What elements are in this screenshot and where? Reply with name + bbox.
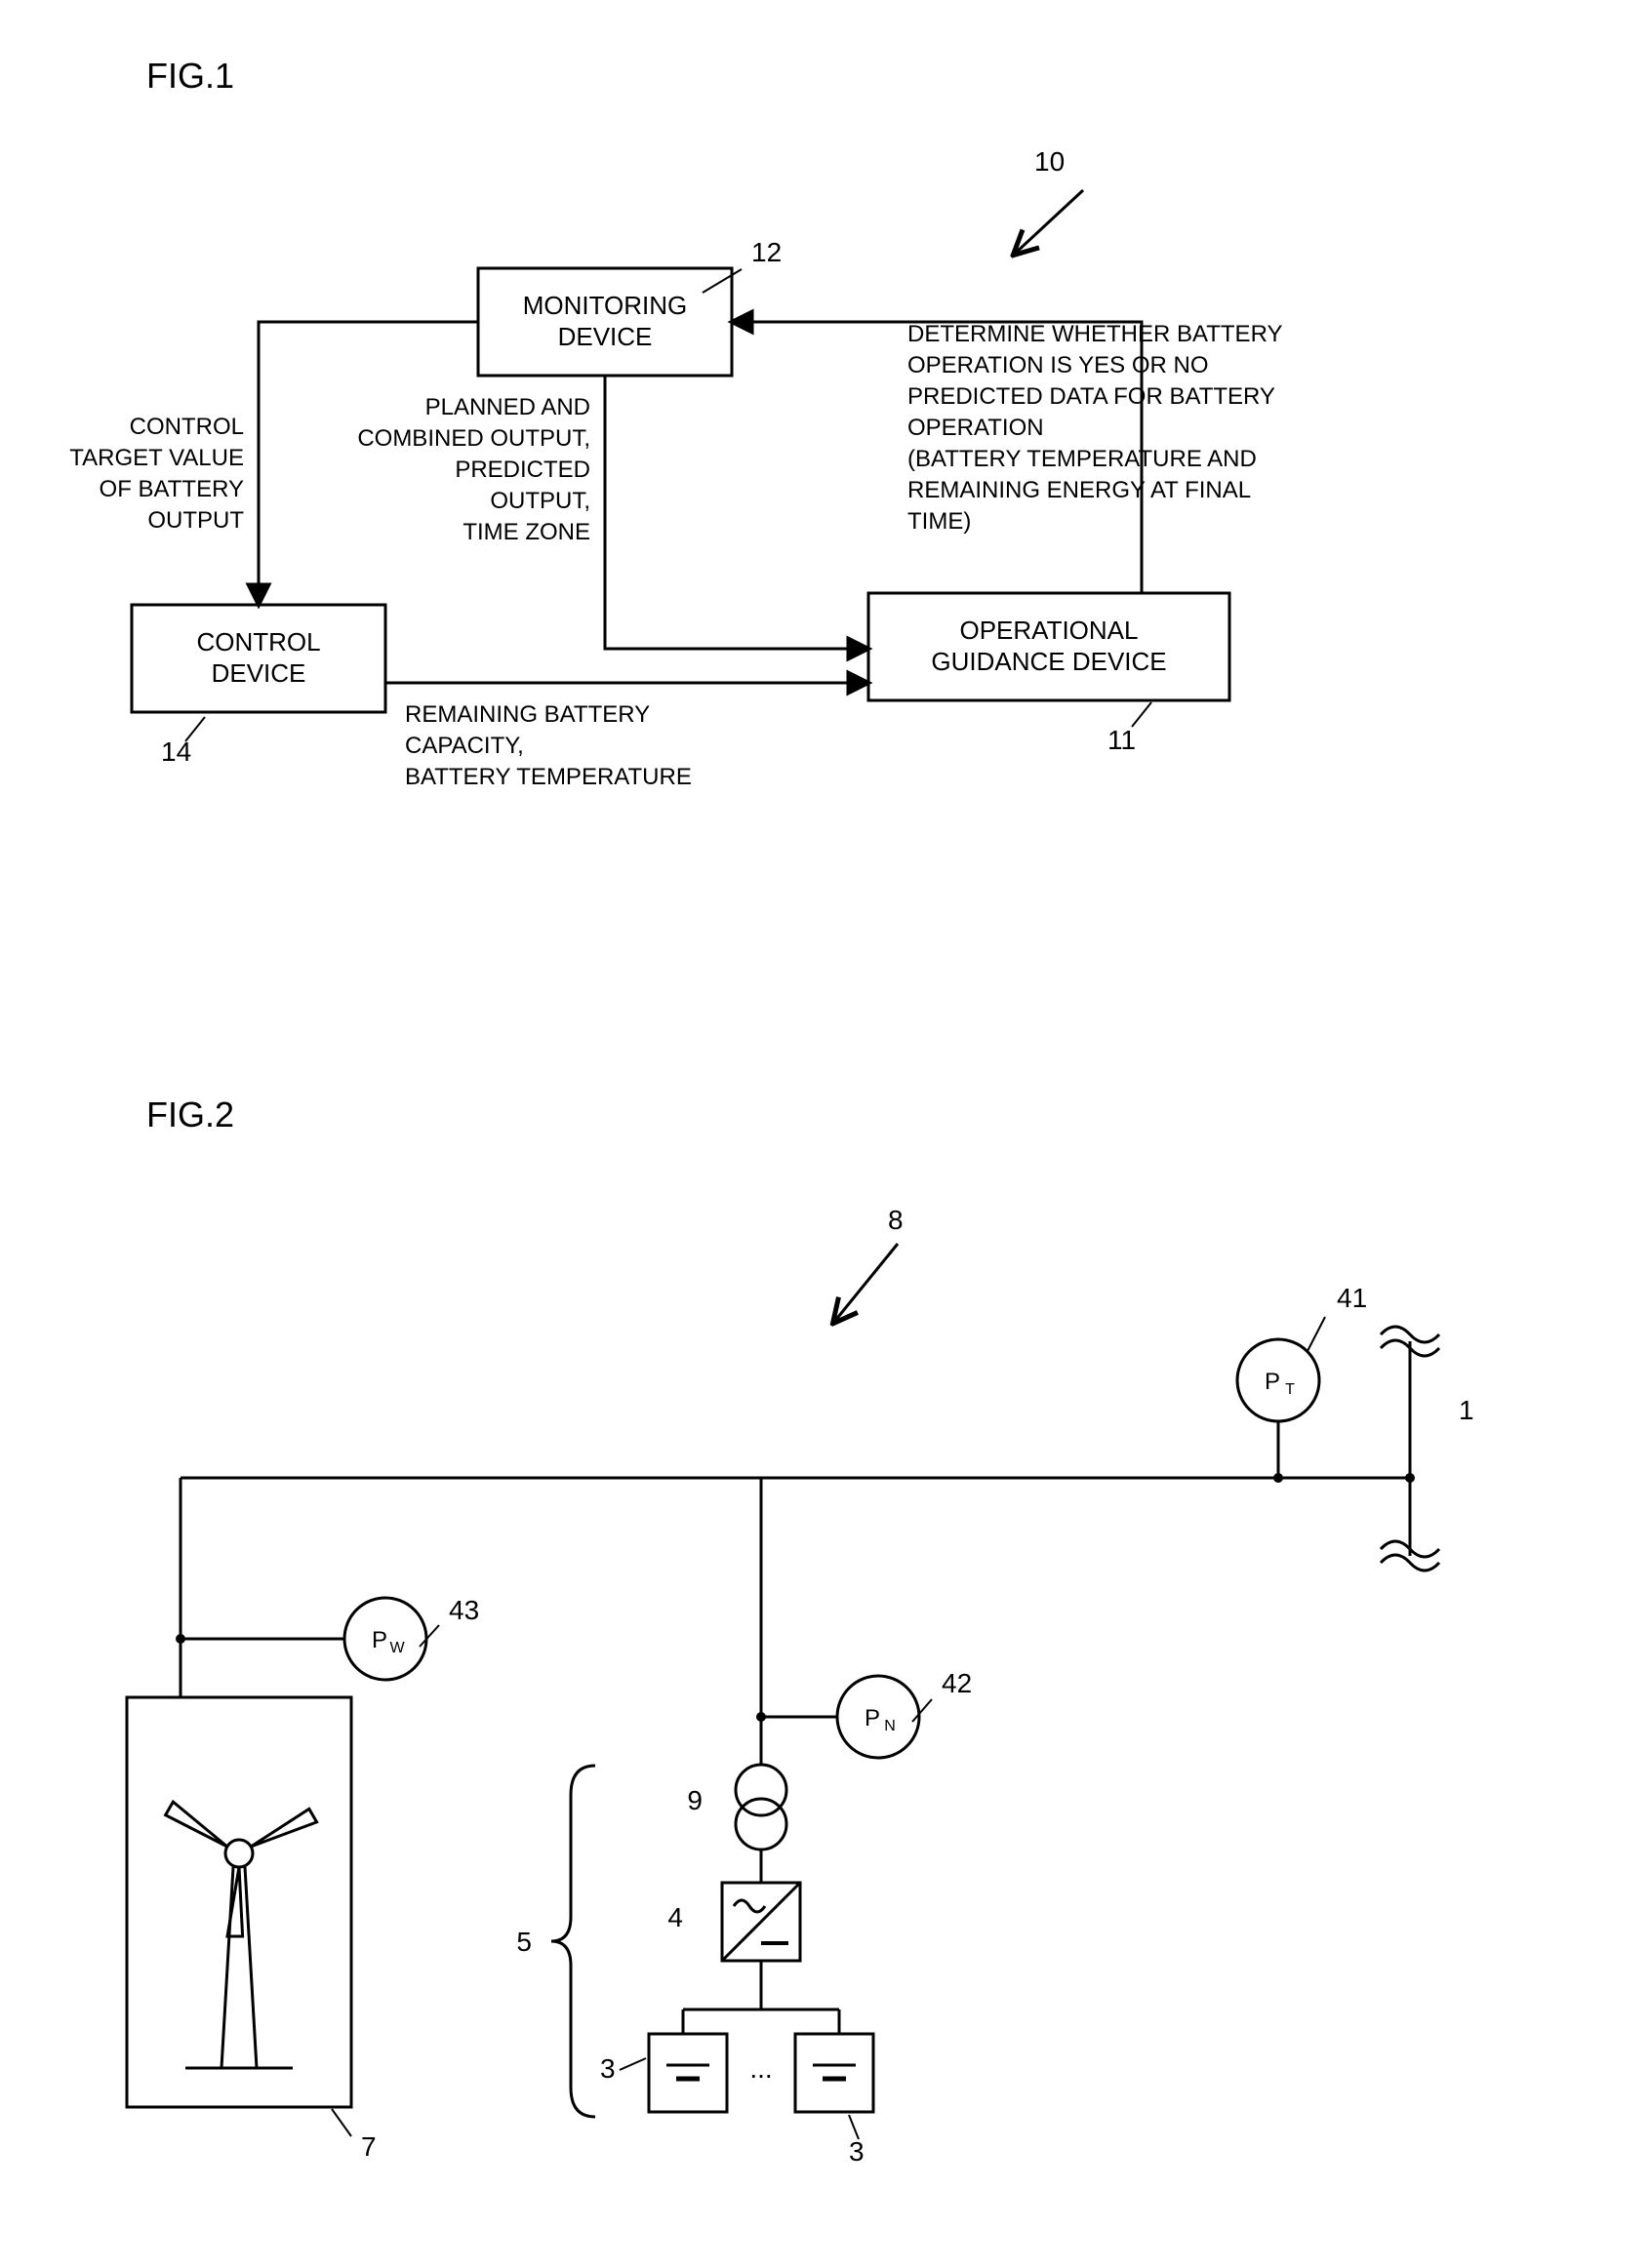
svg-text:T: T xyxy=(1285,1381,1295,1398)
control-device-box: CONTROLDEVICE 14 xyxy=(132,605,385,767)
svg-text:P: P xyxy=(865,1705,880,1731)
svg-text:N: N xyxy=(884,1718,896,1734)
fig2-title: FIG.2 xyxy=(146,1094,234,1134)
grid-connection: 1 xyxy=(1381,1327,1474,1571)
svg-text:11: 11 xyxy=(1107,725,1136,755)
ref-8-arrow xyxy=(834,1244,898,1322)
label-remaining: REMAINING BATTERYCAPACITY,BATTERY TEMPER… xyxy=(405,701,692,790)
brace-5: 5 xyxy=(516,1766,595,2117)
svg-text:3: 3 xyxy=(600,2053,616,2084)
svg-text:41: 41 xyxy=(1337,1283,1367,1313)
transformer-icon: 9 xyxy=(687,1717,786,1883)
wind-generator-box: 7 xyxy=(127,1697,377,2162)
meter-pn: PN 42 xyxy=(761,1668,972,1758)
inverter-icon: 4 xyxy=(667,1883,800,2009)
ref-10: 10 xyxy=(1034,146,1065,177)
svg-text:9: 9 xyxy=(687,1785,703,1815)
meter-pt: PT 41 xyxy=(1237,1283,1367,1478)
svg-text:7: 7 xyxy=(361,2131,377,2162)
battery-ellipsis: ... xyxy=(749,2053,772,2084)
fig1-title: FIG.1 xyxy=(146,56,234,96)
label-determine: DETERMINE WHETHER BATTERYOPERATION IS YE… xyxy=(907,321,1282,535)
svg-text:3: 3 xyxy=(849,2136,865,2167)
monitoring-device-box: MONITORINGDEVICE 12 xyxy=(478,237,782,376)
svg-text:43: 43 xyxy=(449,1595,479,1625)
svg-text:5: 5 xyxy=(516,1927,532,1957)
svg-text:OPERATIONALGUIDANCE DEVICE: OPERATIONALGUIDANCE DEVICE xyxy=(931,616,1166,676)
operational-guidance-box: OPERATIONALGUIDANCE DEVICE 11 xyxy=(868,593,1229,755)
label-planned: PLANNED ANDCOMBINED OUTPUT,PREDICTEDOUTP… xyxy=(357,394,590,545)
arrow-mon-to-guid xyxy=(605,376,868,649)
ref-8: 8 xyxy=(888,1205,904,1235)
arrow-mon-to-ctrl xyxy=(259,322,478,605)
svg-text:W: W xyxy=(389,1640,405,1656)
svg-text:MONITORINGDEVICE: MONITORINGDEVICE xyxy=(523,291,688,351)
battery-right: 3 xyxy=(795,2009,873,2167)
meter-pw: PW 43 xyxy=(181,1595,479,1680)
svg-text:12: 12 xyxy=(751,237,782,267)
label-control-target: CONTROLTARGET VALUEOF BATTERYOUTPUT xyxy=(69,414,244,534)
ref-10-arrow xyxy=(1015,190,1083,254)
svg-text:P: P xyxy=(372,1627,387,1653)
svg-text:42: 42 xyxy=(942,1668,972,1698)
svg-text:4: 4 xyxy=(667,1902,683,1932)
svg-text:1: 1 xyxy=(1459,1395,1474,1425)
svg-text:CONTROLDEVICE: CONTROLDEVICE xyxy=(196,627,320,688)
battery-left: 3 xyxy=(600,2009,727,2112)
svg-text:P: P xyxy=(1265,1369,1280,1395)
